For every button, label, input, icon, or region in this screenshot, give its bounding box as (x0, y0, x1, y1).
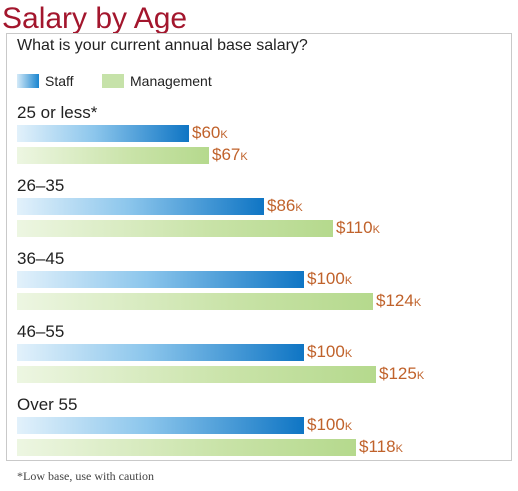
legend-staff: Staff (17, 72, 74, 90)
bar-staff-4 (17, 344, 304, 361)
value-label-management-4: $125K (379, 364, 425, 383)
legend-management-label: Management (130, 73, 212, 89)
value-label-management-1: $67K (212, 145, 248, 164)
value-label-staff-4: $100K (307, 342, 353, 361)
value-label-staff-2: $86K (267, 196, 303, 215)
value-label-staff-3: $100K (307, 269, 353, 288)
bar-management-5 (17, 439, 356, 456)
category-label-2: 26–35 (17, 176, 65, 195)
category-label-1: 25 or less* (17, 103, 98, 122)
value-label-management-5: $118K (359, 437, 403, 456)
value-label-staff-1: $60K (192, 123, 228, 142)
legend-staff-swatch (17, 74, 39, 88)
footnote: *Low base, use with caution (17, 469, 154, 483)
bar-management-4 (17, 366, 376, 383)
value-label-management-3: $124K (376, 291, 422, 310)
value-label-staff-5: $100K (307, 415, 353, 434)
bar-staff-3 (17, 271, 304, 288)
bar-staff-2 (17, 198, 264, 215)
legend-management-swatch (102, 74, 124, 88)
category-label-3: 36–45 (17, 249, 65, 268)
chart-frame (6, 33, 512, 461)
chart-title: Salary by Age (2, 2, 188, 35)
bar-management-1 (17, 147, 209, 164)
legend-management: Management (102, 72, 212, 90)
bar-management-2 (17, 220, 333, 237)
bar-staff-1 (17, 125, 189, 142)
chart-question: What is your current annual base salary? (17, 37, 308, 54)
category-label-4: 46–55 (17, 322, 65, 341)
category-label-5: Over 55 (17, 395, 78, 414)
bar-management-3 (17, 293, 373, 310)
value-label-management-2: $110K (336, 218, 380, 237)
legend-staff-label: Staff (45, 73, 74, 89)
bar-staff-5 (17, 417, 304, 434)
